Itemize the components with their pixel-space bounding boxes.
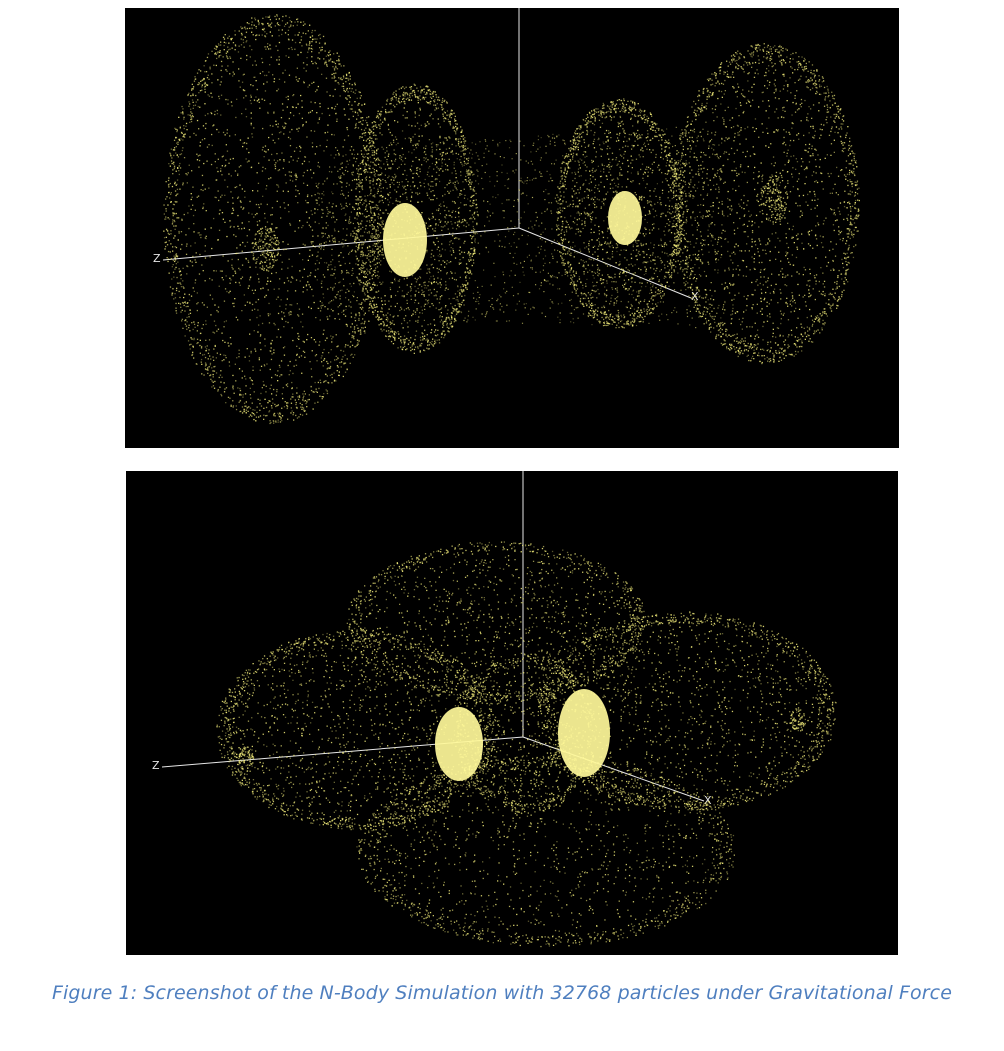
particle-core-left (435, 707, 483, 781)
particle-core-right (558, 689, 610, 777)
particle-core-right (608, 191, 642, 245)
z-axis-label: Z (153, 252, 161, 265)
simulation-view-top: Z X (125, 8, 899, 448)
particle-render-bottom: Z X (152, 471, 837, 948)
axes-top: Z X (153, 8, 699, 303)
axes-bottom: Z X (152, 471, 712, 807)
particle-cores-bottom (435, 689, 610, 781)
figure-caption: Figure 1: Screenshot of the N-Body Simul… (51, 982, 953, 1004)
z-axis-line (162, 227, 520, 261)
simulation-view-bottom: Z X (126, 471, 898, 955)
x-axis-label: X (704, 794, 712, 807)
x-axis-line (522, 736, 705, 802)
particle-render-top: Z X (153, 8, 860, 425)
particle-cloud-bottom (216, 541, 837, 948)
particle-core-left (383, 203, 427, 277)
particle-cores-top (383, 191, 642, 277)
z-axis-label: Z (152, 759, 160, 772)
particle-cloud-top (163, 14, 860, 425)
